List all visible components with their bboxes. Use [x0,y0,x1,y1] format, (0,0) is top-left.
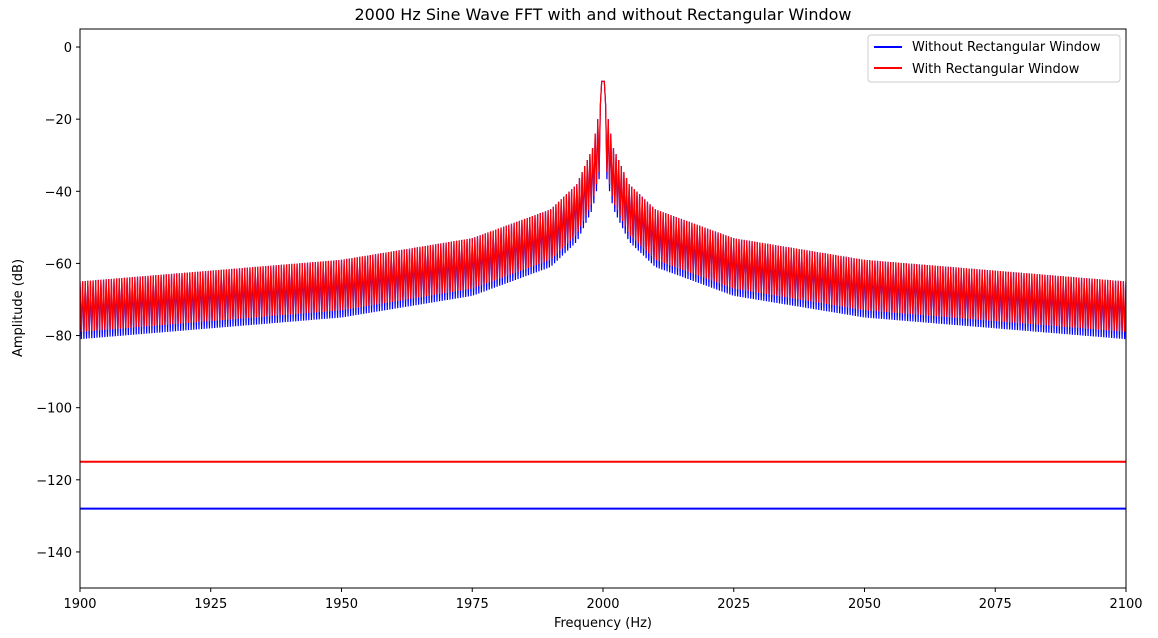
y-tick-label: 0 [64,41,72,56]
y-tick-label: −20 [45,113,72,128]
legend-label-without-window: Without Rectangular Window [912,40,1101,55]
legend-label-with-window: With Rectangular Window [912,62,1080,77]
x-tick-label: 2025 [717,597,750,612]
x-tick-label: 1925 [194,597,227,612]
legend: Without Rectangular Window With Rectangu… [867,34,1121,83]
legend-box [867,34,1121,83]
x-tick-label: 2000 [586,597,619,612]
x-tick-label: 2075 [979,597,1012,612]
x-axis: 1900 1925 1950 1975 2000 2025 2050 2075 2100 [63,588,1143,612]
plot-area [80,29,1126,588]
chart-title: 2000 Hz Sine Wave FFT with and without R… [355,5,852,24]
y-tick-label: −80 [45,330,72,345]
x-tick-label: 1950 [325,597,358,612]
y-tick-label: −100 [36,402,72,417]
y-tick-label: −120 [36,474,72,489]
y-tick-label: −140 [36,546,72,561]
x-axis-label: Frequency (Hz) [554,616,652,631]
x-tick-label: 1900 [63,597,96,612]
series-layer [80,80,1126,510]
series-line-with-window [80,80,1126,332]
y-tick-label: −40 [45,185,72,200]
y-axis-label: Amplitude (dB) [11,259,26,357]
y-axis: 0 −20 −40 −60 −80 −100 −120 −140 [36,41,80,561]
y-tick-label: −60 [45,257,72,272]
x-tick-label: 2100 [1109,597,1142,612]
x-tick-label: 1975 [456,597,489,612]
x-tick-label: 2050 [848,597,881,612]
